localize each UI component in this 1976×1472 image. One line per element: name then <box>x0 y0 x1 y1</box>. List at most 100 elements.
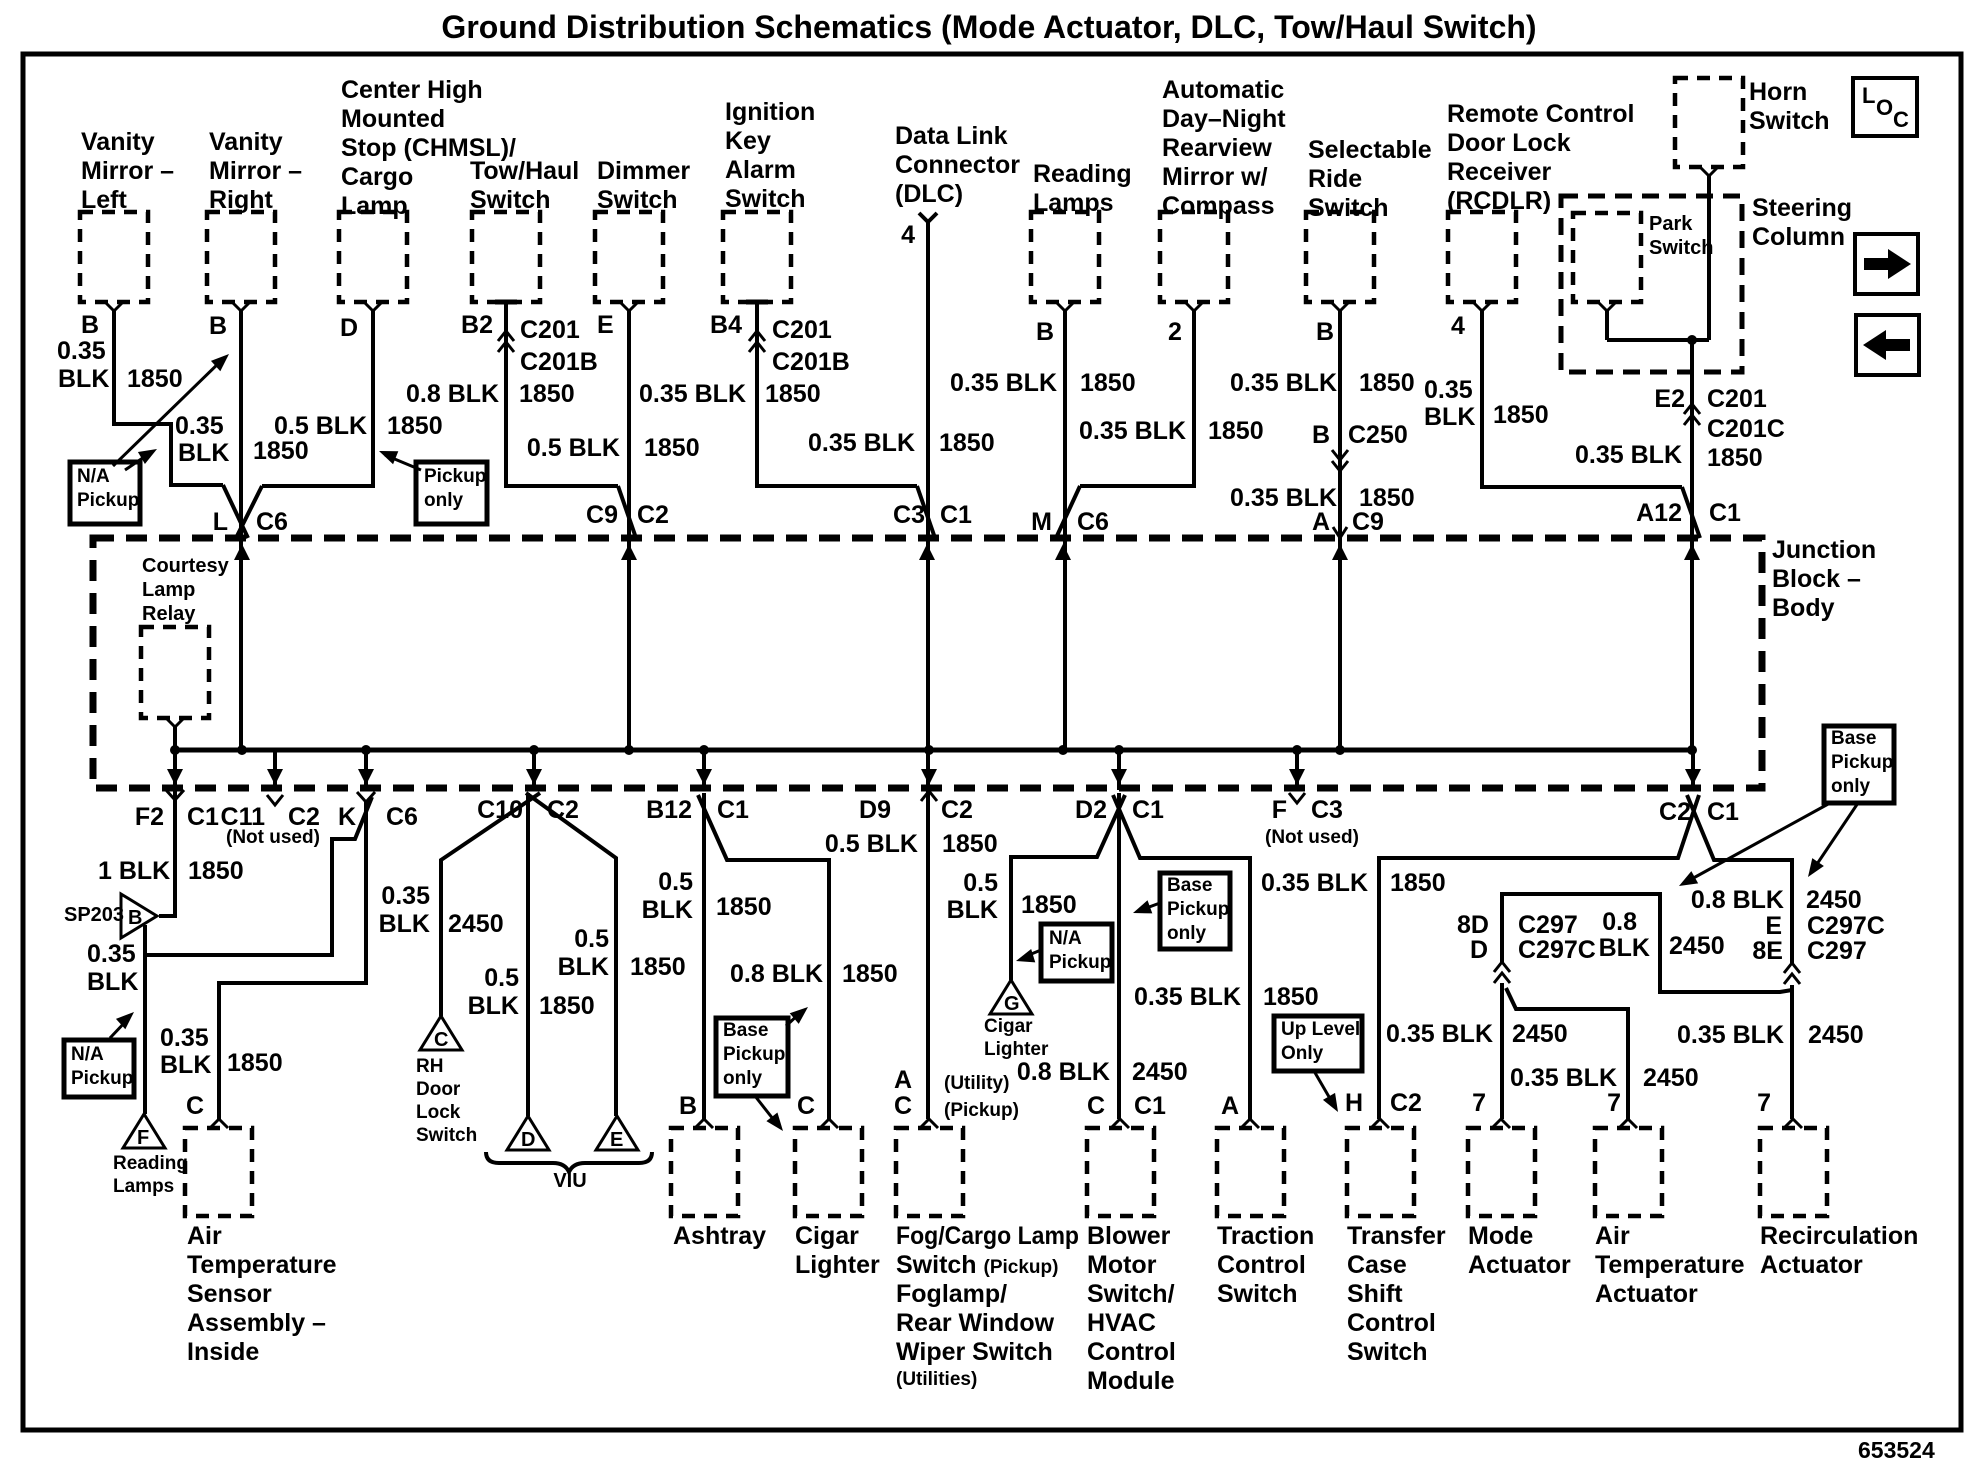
svg-text:Ride: Ride <box>1308 165 1362 193</box>
svg-text:Cigar: Cigar <box>795 1222 859 1250</box>
svg-text:C1: C1 <box>187 803 219 831</box>
svg-text:Steering: Steering <box>1752 194 1852 222</box>
svg-text:Rear Window: Rear Window <box>896 1309 1055 1337</box>
svg-text:Lamp: Lamp <box>142 579 195 601</box>
svg-text:653524: 653524 <box>1858 1437 1935 1463</box>
svg-text:Reading: Reading <box>113 1153 188 1174</box>
svg-text:1850: 1850 <box>630 953 686 981</box>
svg-text:0.35: 0.35 <box>1424 376 1473 404</box>
svg-text:1 BLK: 1 BLK <box>98 857 170 885</box>
svg-text:C: C <box>434 1029 448 1051</box>
svg-text:Case: Case <box>1347 1251 1407 1279</box>
svg-text:2450: 2450 <box>1806 886 1862 914</box>
svg-text:Pickup: Pickup <box>1167 899 1229 920</box>
svg-text:1850: 1850 <box>127 365 183 393</box>
svg-text:B: B <box>209 312 227 340</box>
svg-text:0.5: 0.5 <box>963 869 998 897</box>
svg-text:1850: 1850 <box>1707 444 1763 472</box>
svg-text:0.5 BLK: 0.5 BLK <box>274 412 367 440</box>
svg-text:Block –: Block – <box>1772 565 1861 593</box>
svg-text:1850: 1850 <box>1359 484 1415 512</box>
svg-text:Horn: Horn <box>1749 78 1807 106</box>
svg-text:Module: Module <box>1087 1367 1175 1395</box>
svg-text:Foglamp/: Foglamp/ <box>896 1280 1007 1308</box>
svg-text:C: C <box>1087 1092 1105 1120</box>
svg-text:C9: C9 <box>1352 508 1384 536</box>
svg-text:D: D <box>340 314 358 342</box>
svg-text:Lock: Lock <box>416 1102 461 1123</box>
svg-text:Base: Base <box>1167 875 1212 896</box>
svg-text:Tow/Haul: Tow/Haul <box>470 157 579 185</box>
svg-text:C2: C2 <box>288 803 320 831</box>
svg-text:0.35 BLK: 0.35 BLK <box>1510 1064 1617 1092</box>
svg-text:B: B <box>1312 421 1330 449</box>
svg-text:1850: 1850 <box>1208 417 1264 445</box>
svg-text:G: G <box>1004 993 1020 1015</box>
svg-text:Switch: Switch <box>725 185 806 213</box>
svg-text:Center High: Center High <box>341 76 483 104</box>
svg-text:Remote Control: Remote Control <box>1447 100 1635 128</box>
svg-text:0.35 BLK: 0.35 BLK <box>1261 869 1368 897</box>
svg-text:Rearview: Rearview <box>1162 134 1272 162</box>
svg-text:(Not used): (Not used) <box>226 827 320 848</box>
svg-text:0.35 BLK: 0.35 BLK <box>1575 441 1682 469</box>
svg-text:Ashtray: Ashtray <box>673 1222 766 1250</box>
svg-text:Lighter: Lighter <box>795 1251 880 1279</box>
svg-text:only: only <box>424 490 463 511</box>
svg-text:C201: C201 <box>520 316 580 344</box>
svg-text:Actuator: Actuator <box>1468 1251 1571 1279</box>
svg-text:Left: Left <box>81 186 128 214</box>
svg-text:F: F <box>137 1127 149 1149</box>
svg-text:Inside: Inside <box>187 1338 259 1366</box>
svg-text:BLK: BLK <box>178 439 229 467</box>
svg-text:1850: 1850 <box>1390 869 1446 897</box>
svg-text:C201: C201 <box>772 316 832 344</box>
svg-text:1850: 1850 <box>942 830 998 858</box>
svg-text:E: E <box>597 311 614 339</box>
svg-text:C3: C3 <box>893 501 925 529</box>
svg-text:4: 4 <box>1451 312 1465 340</box>
svg-text:Air: Air <box>1595 1222 1630 1250</box>
svg-text:Control: Control <box>1217 1251 1306 1279</box>
svg-text:M: M <box>1031 508 1052 536</box>
svg-text:0.8 BLK: 0.8 BLK <box>730 960 823 988</box>
svg-text:L: L <box>213 508 228 536</box>
svg-text:A12: A12 <box>1636 499 1682 527</box>
svg-text:C6: C6 <box>386 803 418 831</box>
svg-text:B: B <box>1036 318 1054 346</box>
svg-text:C1: C1 <box>940 501 972 529</box>
svg-text:B2: B2 <box>461 311 493 339</box>
svg-text:D: D <box>1470 936 1488 964</box>
svg-text:Control: Control <box>1347 1309 1436 1337</box>
svg-text:Switch: Switch <box>597 186 678 214</box>
svg-text:7: 7 <box>1607 1089 1621 1117</box>
svg-text:Switch: Switch <box>1649 237 1713 259</box>
svg-text:0.5 BLK: 0.5 BLK <box>825 830 918 858</box>
svg-text:7: 7 <box>1472 1089 1486 1117</box>
svg-text:Column: Column <box>1752 223 1845 251</box>
svg-text:RH: RH <box>416 1056 443 1077</box>
svg-text:K: K <box>338 803 356 831</box>
svg-text:Junction: Junction <box>1772 536 1876 564</box>
svg-text:Lamps: Lamps <box>113 1176 174 1197</box>
svg-text:E: E <box>1765 912 1782 940</box>
svg-text:C6: C6 <box>256 508 288 536</box>
svg-text:BLK: BLK <box>1599 934 1650 962</box>
svg-text:Ground Distribution Schematics: Ground Distribution Schematics (Mode Act… <box>441 9 1536 45</box>
svg-text:BLK: BLK <box>1424 403 1475 431</box>
svg-text:1850: 1850 <box>1493 401 1549 429</box>
svg-text:0.8: 0.8 <box>1602 908 1637 936</box>
svg-text:1850: 1850 <box>227 1049 283 1077</box>
svg-text:Day–Night: Day–Night <box>1162 105 1286 133</box>
svg-text:C1: C1 <box>717 796 749 824</box>
svg-text:only: only <box>723 1068 762 1089</box>
svg-text:Air: Air <box>187 1222 222 1250</box>
svg-text:Body: Body <box>1772 594 1835 622</box>
svg-text:C2: C2 <box>941 796 973 824</box>
svg-text:C297: C297 <box>1807 937 1867 965</box>
svg-text:(Utilities): (Utilities) <box>896 1369 977 1390</box>
svg-text:0.35 BLK: 0.35 BLK <box>1230 484 1337 512</box>
svg-text:Vanity: Vanity <box>209 128 283 156</box>
svg-text:C1: C1 <box>1132 796 1164 824</box>
svg-text:Pickup: Pickup <box>424 466 486 487</box>
